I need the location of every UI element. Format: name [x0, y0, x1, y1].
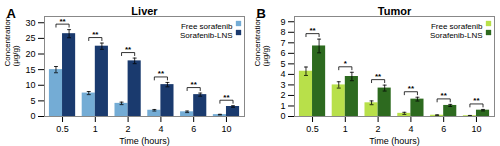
svg-text:15: 15 — [25, 65, 35, 75]
svg-text:0: 0 — [280, 111, 285, 121]
svg-text:**: ** — [375, 72, 382, 81]
svg-text:7: 7 — [280, 38, 285, 48]
svg-text:Liver: Liver — [131, 5, 158, 17]
svg-text:1: 1 — [343, 124, 348, 134]
svg-text:6: 6 — [191, 124, 196, 134]
svg-text:4: 4 — [408, 124, 413, 134]
svg-text:**: ** — [408, 84, 415, 93]
svg-text:0: 0 — [30, 111, 35, 121]
svg-text:**: ** — [309, 26, 316, 35]
svg-text:3: 3 — [280, 80, 285, 90]
svg-text:4: 4 — [280, 69, 285, 79]
svg-text:5: 5 — [30, 96, 35, 106]
svg-text:**: ** — [191, 80, 198, 89]
svg-text:Free sorafenib: Free sorafenib — [431, 22, 483, 31]
svg-text:8: 8 — [280, 27, 285, 37]
svg-text:**: ** — [473, 96, 480, 105]
svg-text:0.5: 0.5 — [56, 124, 69, 134]
svg-text:6: 6 — [280, 48, 285, 58]
svg-text:4: 4 — [158, 124, 163, 134]
svg-text:**: ** — [223, 93, 230, 102]
svg-text:5: 5 — [280, 59, 285, 69]
svg-text:1: 1 — [280, 101, 285, 111]
svg-text:Sorafenib-LNS: Sorafenib-LNS — [180, 31, 232, 40]
svg-text:Time (hours): Time (hours) — [119, 136, 170, 146]
svg-text:Free sorafenib: Free sorafenib — [181, 22, 233, 31]
svg-text:*: * — [344, 59, 348, 68]
svg-text:0.5: 0.5 — [306, 124, 319, 134]
svg-text:**: ** — [125, 45, 132, 54]
svg-text:2: 2 — [126, 124, 131, 134]
svg-text:B: B — [256, 5, 266, 21]
svg-text:10: 10 — [221, 124, 231, 134]
svg-text:**: ** — [59, 17, 66, 26]
svg-text:30: 30 — [25, 18, 35, 28]
svg-text:1: 1 — [93, 124, 98, 134]
svg-text:2: 2 — [376, 124, 381, 134]
svg-text:10: 10 — [25, 80, 35, 90]
svg-text:10: 10 — [471, 124, 481, 134]
svg-text:20: 20 — [25, 49, 35, 59]
svg-text:**: ** — [92, 30, 99, 39]
svg-text:Time (hours): Time (hours) — [369, 136, 420, 146]
svg-text:6: 6 — [441, 124, 446, 134]
svg-text:9: 9 — [280, 17, 285, 27]
svg-text:**: ** — [158, 69, 165, 78]
svg-text:Sorafenib-LNS: Sorafenib-LNS — [430, 31, 482, 40]
svg-text:25: 25 — [25, 33, 35, 43]
svg-text:2: 2 — [280, 90, 285, 100]
svg-text:Concentration(μg/g): Concentration(μg/g) — [253, 17, 270, 67]
svg-text:A: A — [6, 5, 16, 21]
svg-text:Tumor: Tumor — [378, 5, 412, 17]
svg-text:Concentration(μg/g): Concentration(μg/g) — [3, 17, 20, 67]
svg-text:**: ** — [441, 91, 448, 100]
